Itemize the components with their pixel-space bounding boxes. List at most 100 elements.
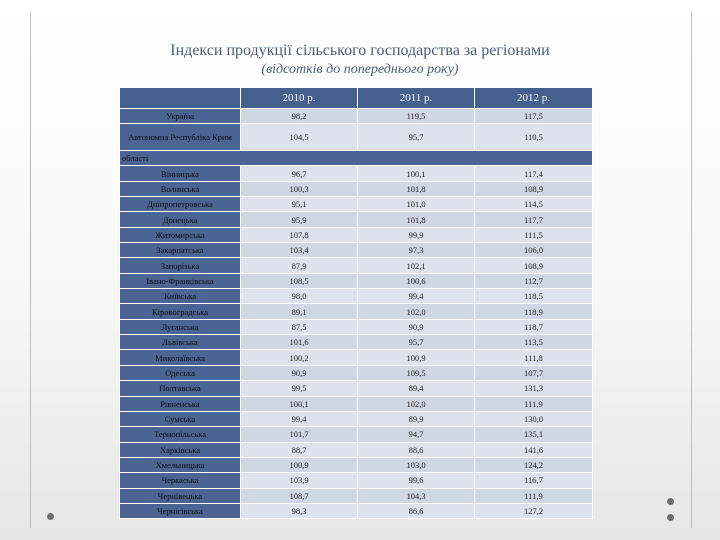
index-value-cell: 108,9 [474, 257, 593, 274]
index-value-cell: 100,2 [240, 349, 358, 366]
region-name-cell: Миколаївська [119, 349, 241, 366]
index-value-cell: 130,0 [474, 410, 593, 428]
table-row: Полтавська 99,5 89,4 131,3 [119, 380, 593, 397]
region-name-cell: Одеська [119, 364, 241, 382]
slide-dot-right-lower [667, 514, 674, 521]
index-value-cell: 89,4 [357, 380, 475, 397]
table-row: Волинська 100,3 101,8 108,9 [119, 180, 593, 198]
table-row: Луганська 87,5 90,9 118,7 [119, 318, 593, 336]
index-value-cell: 100,1 [357, 165, 475, 182]
header-cell-2012: 2012 р. [474, 87, 593, 109]
table-row: Україна 98,2 119,5 117,5 [119, 107, 593, 125]
region-name-cell: Чернівецька [119, 487, 241, 504]
index-value-cell: 99,4 [357, 288, 475, 305]
slide-dot-bottom-left [47, 513, 54, 520]
index-value-cell: 112,7 [474, 272, 593, 290]
index-value-cell: 119,5 [357, 107, 475, 125]
index-value-cell: 95,7 [357, 123, 475, 152]
table-row: Запорізька 87,9 102,1 108,9 [119, 257, 593, 274]
region-name-cell: Донецька [119, 211, 241, 228]
index-value-cell: 100,1 [240, 395, 358, 412]
index-value-cell: 87,5 [240, 318, 358, 336]
region-name-cell: Автономна Республіка Крим [119, 123, 241, 152]
header-cell-2011: 2011 р. [357, 87, 475, 109]
index-value-cell: 95,1 [240, 196, 358, 213]
index-value-cell: 111,5 [474, 226, 593, 244]
production-index-table: 2010 р. 2011 р. 2012 р. Україна 98,2 119,5… [119, 87, 593, 520]
region-name-cell: Дніпропетровська [119, 196, 241, 213]
index-value-cell: 108,7 [240, 487, 358, 504]
index-value-cell: 95,9 [240, 211, 358, 228]
region-name-cell: Тернопільська [119, 426, 241, 443]
index-value-cell: 110,5 [474, 123, 593, 152]
index-value-cell: 100,6 [357, 272, 475, 290]
index-value-cell: 86,6 [357, 502, 475, 520]
table-row: Житомирська 107,8 99,9 111,5 [119, 226, 593, 244]
index-value-cell: 141,6 [474, 441, 593, 458]
index-value-cell: 98,0 [240, 288, 358, 305]
index-value-cell: 103,9 [240, 472, 358, 489]
index-value-cell: 89,1 [240, 303, 358, 320]
region-name-cell: Хмельницька [119, 456, 241, 474]
region-name-cell: Кіровоградська [119, 303, 241, 320]
table-row: Одеська 90,9 109,5 107,7 [119, 364, 593, 382]
index-value-cell: 107,8 [240, 226, 358, 244]
index-value-cell: 101,8 [357, 180, 475, 198]
region-name-cell: Житомирська [119, 226, 241, 244]
index-value-cell: 111,9 [474, 487, 593, 504]
index-value-cell: 113,5 [474, 334, 593, 351]
header-cell-2010: 2010 р. [240, 87, 358, 109]
index-value-cell: 117,4 [474, 165, 593, 182]
index-value-cell: 88,6 [357, 441, 475, 458]
table-row: Дніпропетровська 95,1 101,0 114,5 [119, 196, 593, 213]
index-value-cell: 98,2 [240, 107, 358, 125]
header-cell-region [119, 87, 241, 109]
index-value-cell: 116,7 [474, 472, 593, 489]
index-value-cell: 100,9 [240, 456, 358, 474]
index-value-cell: 118,5 [474, 288, 593, 305]
table-row: Харківська 88,7 88,6 141,6 [119, 441, 593, 458]
index-value-cell: 103,4 [240, 242, 358, 259]
index-value-cell: 90,9 [357, 318, 475, 336]
table-row: Івано-Франківська 108,5 100,6 112,7 [119, 272, 593, 290]
table-row: Закарпатська 103,4 97,3 106,0 [119, 242, 593, 259]
table-row: Сумська 99,4 89,9 130,0 [119, 410, 593, 428]
index-value-cell: 107,7 [474, 364, 593, 382]
table-row: Кіровоградська 89,1 102,0 118,9 [119, 303, 593, 320]
table-row: Черкаська 103,9 99,6 116,7 [119, 472, 593, 489]
index-value-cell: 97,3 [357, 242, 475, 259]
index-value-cell: 102,1 [357, 257, 475, 274]
table-row: Львівська 101,6 95,7 113,5 [119, 334, 593, 351]
index-value-cell: 104,3 [357, 487, 475, 504]
index-value-cell: 104,5 [240, 123, 358, 152]
index-value-cell: 114,5 [474, 196, 593, 213]
table-row: Рівненська 100,1 102,0 111,9 [119, 395, 593, 412]
region-name-cell: Рівненська [119, 395, 241, 412]
index-value-cell: 88,7 [240, 441, 358, 458]
region-name-cell: Луганська [119, 318, 241, 336]
index-value-cell: 117,7 [474, 211, 593, 228]
page-title: Індекси продукції сільського господарств… [170, 42, 550, 59]
region-name-cell: Сумська [119, 410, 241, 428]
index-value-cell: 94,7 [357, 426, 475, 443]
table-row: Миколаївська 100,2 100,9 111,8 [119, 349, 593, 366]
index-value-cell: 109,5 [357, 364, 475, 382]
index-value-cell: 131,3 [474, 380, 593, 397]
index-value-cell: 103,0 [357, 456, 475, 474]
index-value-cell: 100,9 [357, 349, 475, 366]
index-value-cell: 124,2 [474, 456, 593, 474]
index-value-cell: 111,9 [474, 395, 593, 412]
index-value-cell: 106,0 [474, 242, 593, 259]
index-value-cell: 89,9 [357, 410, 475, 428]
page-subtitle: (відсотків до попереднього року) [261, 62, 459, 77]
region-name-cell: Чернігівська [119, 502, 241, 520]
region-name-cell: Київська [119, 288, 241, 305]
index-value-cell: 99,6 [357, 472, 475, 489]
region-name-cell: Волинська [119, 180, 241, 198]
index-value-cell: 118,9 [474, 303, 593, 320]
index-value-cell: 118,7 [474, 318, 593, 336]
index-value-cell: 108,9 [474, 180, 593, 198]
table-row: Чернігівська 98,3 86,6 127,2 [119, 502, 593, 520]
index-value-cell: 90,9 [240, 364, 358, 382]
index-value-cell: 127,2 [474, 502, 593, 520]
